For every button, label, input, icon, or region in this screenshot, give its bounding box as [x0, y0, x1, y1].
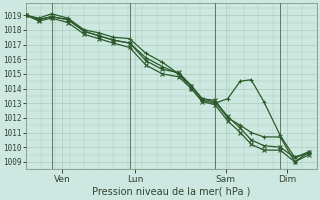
- X-axis label: Pression niveau de la mer( hPa ): Pression niveau de la mer( hPa ): [92, 187, 251, 197]
